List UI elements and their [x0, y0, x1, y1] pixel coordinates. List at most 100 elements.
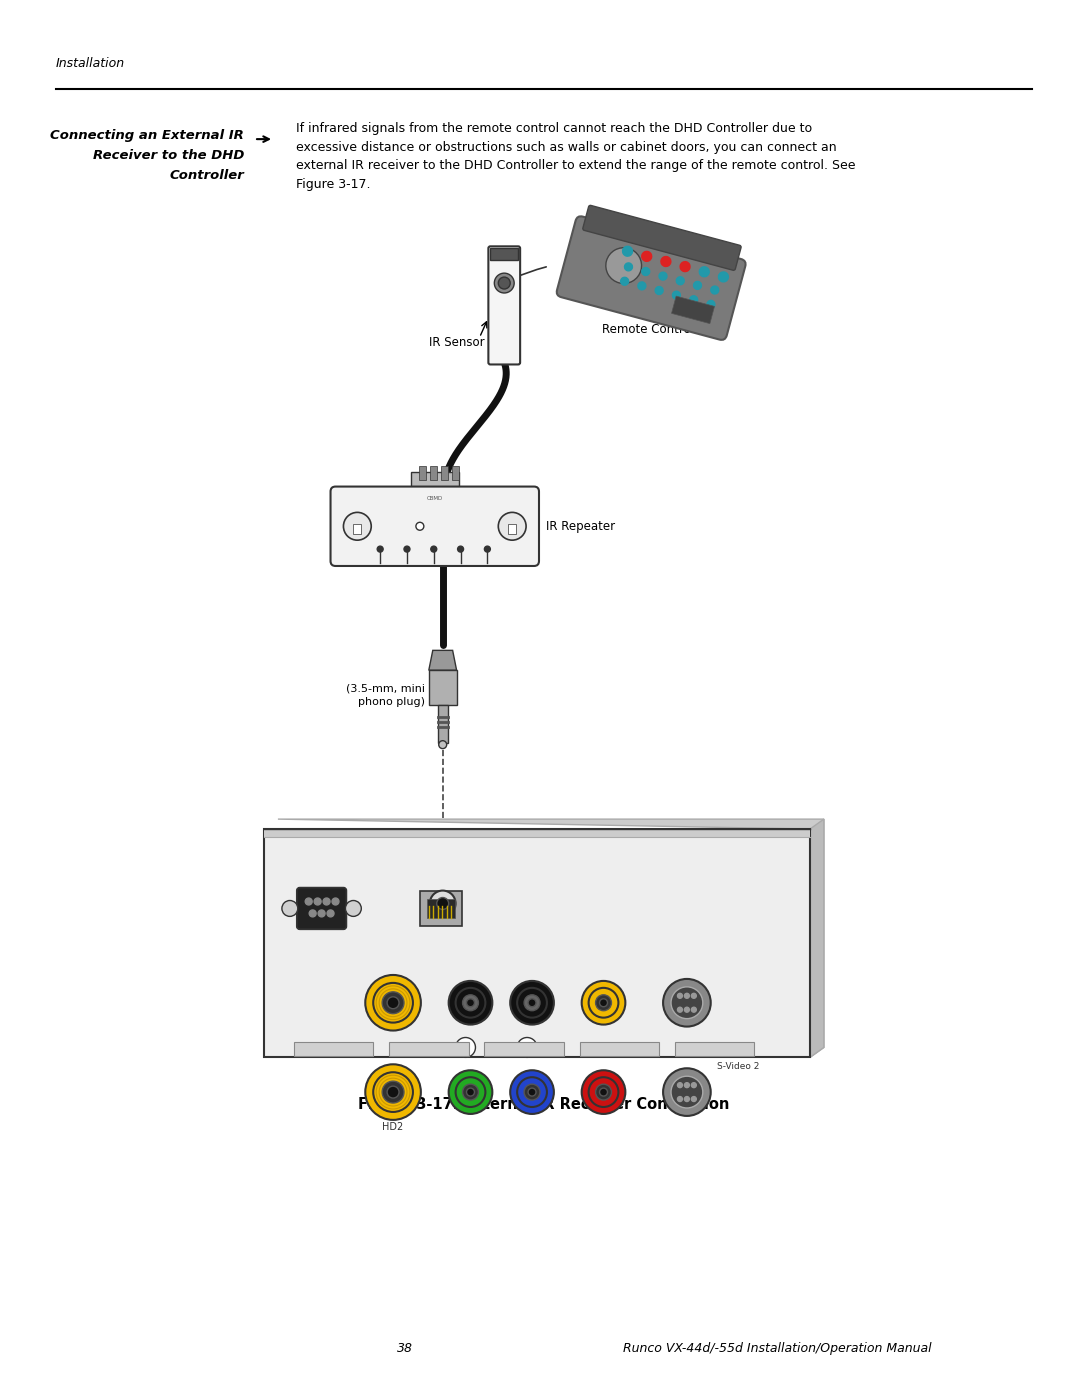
- Circle shape: [458, 546, 463, 552]
- FancyBboxPatch shape: [420, 890, 461, 926]
- Bar: [264, 828, 810, 1058]
- Bar: [427, 898, 455, 918]
- Circle shape: [693, 281, 702, 289]
- FancyBboxPatch shape: [583, 205, 741, 270]
- Circle shape: [676, 277, 685, 285]
- Bar: [451, 465, 459, 479]
- Bar: [389, 1042, 469, 1056]
- Circle shape: [485, 546, 490, 552]
- Circle shape: [404, 546, 410, 552]
- Circle shape: [677, 1083, 683, 1088]
- Circle shape: [436, 897, 448, 909]
- Circle shape: [624, 263, 633, 271]
- Circle shape: [387, 1085, 399, 1098]
- Bar: [485, 1042, 564, 1056]
- Circle shape: [332, 898, 339, 905]
- Circle shape: [517, 1077, 546, 1106]
- Text: V: V: [529, 958, 535, 967]
- Circle shape: [323, 898, 330, 905]
- Circle shape: [524, 1084, 540, 1099]
- Polygon shape: [278, 819, 824, 1058]
- Circle shape: [416, 522, 423, 531]
- Circle shape: [306, 898, 312, 905]
- Circle shape: [685, 993, 689, 999]
- Circle shape: [699, 267, 710, 277]
- Circle shape: [524, 995, 540, 1010]
- Circle shape: [621, 277, 629, 285]
- Circle shape: [528, 999, 536, 1007]
- Circle shape: [528, 1088, 536, 1097]
- Bar: [441, 465, 448, 479]
- Text: S-Video 1: S-Video 1: [717, 963, 759, 972]
- Bar: [353, 524, 362, 534]
- Circle shape: [387, 997, 399, 1009]
- Circle shape: [582, 1070, 625, 1113]
- Text: Y
G: Y G: [468, 1038, 473, 1058]
- FancyBboxPatch shape: [330, 486, 539, 566]
- Bar: [419, 465, 426, 479]
- Circle shape: [498, 277, 510, 289]
- Circle shape: [642, 268, 650, 275]
- Circle shape: [365, 1065, 421, 1120]
- Circle shape: [589, 988, 619, 1017]
- Circle shape: [685, 1097, 689, 1101]
- Circle shape: [346, 901, 362, 916]
- Circle shape: [685, 1007, 689, 1013]
- Circle shape: [718, 272, 728, 282]
- Circle shape: [495, 274, 514, 293]
- Text: Pb
B: Pb B: [527, 1038, 537, 1058]
- Text: H: H: [468, 958, 474, 967]
- Circle shape: [711, 286, 719, 293]
- Circle shape: [671, 1076, 703, 1108]
- FancyBboxPatch shape: [672, 296, 715, 324]
- Circle shape: [517, 988, 546, 1017]
- Text: Figure 3-17. External IR Receiver Connection: Figure 3-17. External IR Receiver Connec…: [359, 1097, 730, 1112]
- Circle shape: [456, 988, 485, 1017]
- Text: HD1: HD1: [382, 1032, 404, 1042]
- Bar: [675, 1042, 755, 1056]
- Text: Connecting an External IR: Connecting an External IR: [51, 129, 244, 142]
- Circle shape: [691, 993, 697, 999]
- Circle shape: [343, 513, 372, 541]
- Text: HD2: HD2: [382, 1122, 404, 1132]
- Circle shape: [663, 1069, 711, 1116]
- Circle shape: [374, 1073, 413, 1112]
- Circle shape: [677, 1007, 683, 1013]
- Text: RS-232/
RS-485: RS-232/ RS-485: [307, 863, 337, 883]
- Circle shape: [456, 1077, 485, 1106]
- Circle shape: [673, 291, 680, 299]
- Circle shape: [510, 981, 554, 1024]
- Circle shape: [642, 251, 651, 261]
- Circle shape: [638, 282, 646, 289]
- Circle shape: [656, 286, 663, 295]
- Text: Pr
R: Pr R: [599, 1038, 607, 1058]
- Circle shape: [438, 740, 447, 749]
- Bar: [580, 1042, 659, 1056]
- Circle shape: [599, 1088, 607, 1097]
- FancyBboxPatch shape: [556, 217, 745, 339]
- Circle shape: [606, 247, 642, 284]
- Circle shape: [456, 1038, 475, 1058]
- Circle shape: [661, 257, 671, 267]
- Circle shape: [462, 995, 478, 1010]
- Circle shape: [659, 272, 667, 281]
- Circle shape: [314, 898, 321, 905]
- Circle shape: [319, 909, 325, 916]
- Circle shape: [327, 909, 334, 916]
- Circle shape: [431, 546, 436, 552]
- Text: Component / SCART: Component / SCART: [475, 953, 565, 963]
- Circle shape: [680, 261, 690, 271]
- FancyBboxPatch shape: [488, 246, 521, 365]
- Circle shape: [691, 1007, 697, 1013]
- Bar: [264, 828, 810, 837]
- Circle shape: [430, 890, 456, 916]
- Circle shape: [691, 1083, 697, 1088]
- Circle shape: [677, 993, 683, 999]
- Circle shape: [582, 981, 625, 1024]
- Circle shape: [282, 901, 298, 916]
- Circle shape: [498, 513, 526, 541]
- Text: 38: 38: [397, 1343, 413, 1355]
- Circle shape: [374, 983, 413, 1023]
- Bar: [410, 472, 459, 489]
- Bar: [437, 705, 448, 743]
